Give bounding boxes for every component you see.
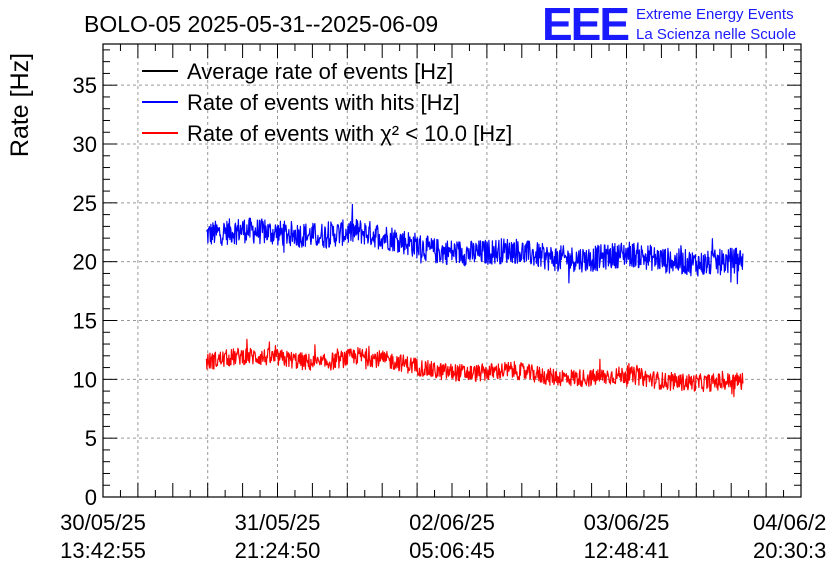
- logo-mark: EEE: [542, 0, 628, 50]
- x-tick-date: 31/05/25: [235, 510, 321, 535]
- logo-line2: La Scienza nelle Scuole: [636, 26, 796, 43]
- grid: [103, 44, 801, 497]
- series-layer: [205, 203, 744, 398]
- x-tick-time: 05:06:45: [409, 538, 495, 563]
- y-tick-label: 10: [73, 367, 97, 392]
- y-tick-label: 15: [73, 309, 97, 334]
- y-tick-labels: 0 5 10 15 20 25 30 35: [73, 73, 97, 510]
- legend: Average rate of events [Hz] Rate of even…: [142, 59, 512, 146]
- x-tick-date: 30/05/25: [60, 510, 146, 535]
- x-tick-time: 21:24:50: [235, 538, 321, 563]
- y-tick-label: 5: [85, 426, 97, 451]
- x-tick-labels: 30/05/25 13:42:55 31/05/25 21:24:50 02/06/25…: [60, 510, 826, 563]
- y-tick-label: 35: [73, 73, 97, 98]
- chart-title: BOLO-05 2025-05-31--2025-06-09: [84, 11, 438, 37]
- x-tick-date: 03/06/25: [584, 510, 670, 535]
- legend-label-average: Average rate of events [Hz]: [187, 59, 453, 84]
- x-tick-time: 13:42:55: [60, 538, 146, 563]
- logo-line1: Extreme Energy Events: [636, 6, 794, 23]
- y-tick-label: 20: [73, 250, 97, 275]
- y-axis-label: Rate [Hz]: [6, 53, 34, 157]
- series-line-1: [205, 203, 744, 285]
- series-line-2: [205, 338, 744, 398]
- legend-label-chi2: Rate of events with χ² < 10.0 [Hz]: [187, 121, 512, 146]
- legend-label-hits: Rate of events with hits [Hz]: [187, 90, 460, 115]
- y-tick-label: 0: [85, 485, 97, 510]
- eee-logo: EEE Extreme Energy Events La Scienza nel…: [542, 0, 796, 50]
- y-tick-label: 30: [73, 132, 97, 157]
- axis-ticks: [103, 44, 801, 498]
- y-tick-label: 25: [73, 191, 97, 216]
- x-tick-date: 02/06/25: [409, 510, 495, 535]
- x-tick-time: 20:30:3: [753, 538, 826, 563]
- x-tick-time: 12:48:41: [584, 538, 670, 563]
- x-tick-date: 04/06/2: [753, 510, 826, 535]
